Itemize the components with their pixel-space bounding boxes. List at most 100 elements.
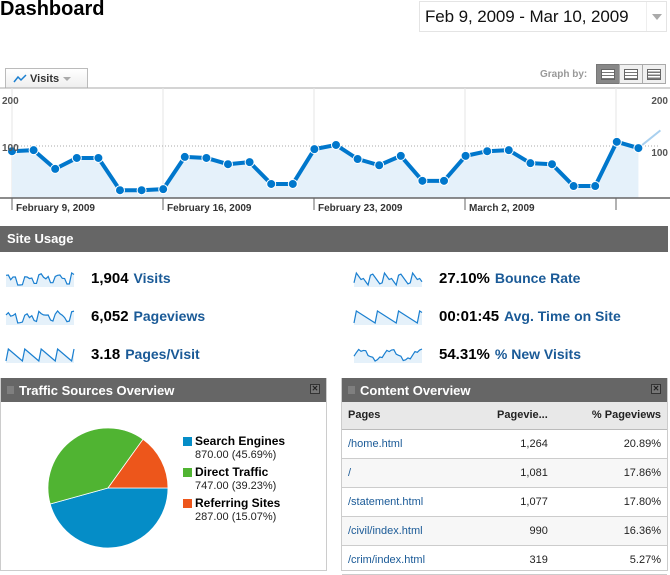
panel-title: Traffic Sources Overview [19, 382, 175, 398]
legend-swatch [183, 467, 192, 477]
date-range-label: Feb 9, 2009 - Mar 10, 2009 [425, 6, 629, 26]
svg-text:100: 100 [2, 143, 19, 154]
table-row: /civil/index.html 990 16.36% [342, 516, 667, 546]
pageviews-cell: 1,081 [466, 458, 554, 488]
drag-handle-icon[interactable] [7, 386, 14, 394]
legend-value: 747.00 (39.23%) [195, 480, 277, 492]
graph-by-buttons [596, 64, 666, 84]
graph-by-week-button[interactable] [619, 64, 643, 84]
pie-slice[interactable] [107, 438, 169, 489]
sparkline-pageviews [5, 310, 75, 325]
close-icon[interactable]: ✕ [310, 384, 320, 394]
legend-value: 287.00 (15.07%) [195, 511, 277, 523]
graph-by-day-button[interactable] [596, 64, 620, 84]
graph-by-label: Graph by: [540, 69, 588, 80]
pct-cell: 16.36% [553, 516, 667, 546]
sparkline-pages-per-visit [5, 347, 75, 363]
legend-label: Direct Traffic [195, 465, 269, 479]
pageviews-cell: 1,077 [466, 487, 554, 517]
page-link[interactable]: / [348, 466, 352, 479]
svg-text:200: 200 [2, 96, 19, 107]
stat-link-pages-per-visit[interactable]: Pages/Visit [125, 346, 200, 362]
stat-value: 27.10% [439, 269, 490, 287]
week-icon [624, 68, 638, 80]
pct-cell: 5.27% [553, 545, 667, 575]
svg-text:200: 200 [651, 96, 668, 107]
svg-text:March 2, 2009: March 2, 2009 [469, 203, 535, 214]
content-overview-panel: Content Overview ✕ Pages Pagevie... % Pa… [341, 378, 668, 575]
close-icon[interactable]: ✕ [651, 384, 661, 394]
stat-value: 1,904 [91, 269, 129, 287]
legend-label: Referring Sites [195, 496, 281, 510]
legend-value: 870.00 (45.69%) [195, 449, 277, 461]
content-overview-header[interactable]: Content Overview ✕ [342, 378, 667, 402]
stat-link-bounce-rate[interactable]: Bounce Rate [494, 270, 581, 286]
sparkline-visits [5, 272, 75, 287]
drag-handle-icon[interactable] [348, 386, 355, 394]
stat-link-new-visits[interactable]: % New Visits [494, 346, 581, 362]
page-link[interactable]: /home.html [348, 437, 403, 450]
sparkline-bounce-rate [353, 271, 423, 287]
pct-cell: 20.89% [553, 429, 667, 459]
pie-slice[interactable] [47, 427, 144, 505]
graph-by-month-button[interactable] [642, 64, 666, 84]
stat-value: 3.18 [91, 345, 121, 363]
metric-tab-label: Visits [30, 72, 60, 85]
stat-link-pageviews[interactable]: Pageviews [133, 308, 206, 324]
pct-cell: 17.80% [553, 487, 667, 517]
stat-bounce-rate[interactable]: 27.10% Bounce Rate [353, 268, 580, 288]
legend-swatch [183, 436, 192, 446]
pageviews-cell: 990 [466, 516, 554, 546]
svg-text:February 23, 2009: February 23, 2009 [318, 203, 403, 214]
pct-cell: 17.86% [553, 458, 667, 488]
stat-link-avg-time[interactable]: Avg. Time on Site [504, 308, 621, 324]
traffic-sources-header[interactable]: Traffic Sources Overview ✕ [1, 378, 326, 402]
line-chart-icon [13, 74, 27, 83]
svg-text:100: 100 [651, 148, 668, 159]
legend-search-engines[interactable]: Search Engines 870.00 (45.69%) [183, 434, 285, 461]
site-usage-header: Site Usage [0, 226, 668, 252]
page-link[interactable]: /civil/index.html [348, 524, 423, 537]
page-link[interactable]: /crim/index.html [348, 553, 426, 566]
legend-swatch [183, 498, 192, 508]
legend-referring-sites[interactable]: Referring Sites 287.00 (15.07%) [183, 496, 285, 523]
stat-value: 00:01:45 [439, 307, 500, 325]
pageviews-cell: 319 [466, 545, 554, 575]
page-title: Dashboard [0, 0, 105, 20]
sparkline-avg-time [353, 310, 423, 325]
metric-selector-tab[interactable]: Visits [5, 68, 88, 88]
legend-direct-traffic[interactable]: Direct Traffic 747.00 (39.23%) [183, 465, 285, 492]
month-icon [647, 68, 661, 80]
traffic-pie-chart[interactable] [1, 402, 171, 567]
stat-link-visits[interactable]: Visits [133, 270, 171, 286]
page-link[interactable]: /statement.html [348, 495, 424, 508]
svg-text:February 9, 2009: February 9, 2009 [16, 203, 95, 214]
table-row: /crim/index.html 319 5.27% [342, 545, 667, 575]
column-header-pages[interactable]: Pages [342, 402, 467, 430]
chevron-down-icon[interactable] [646, 2, 666, 31]
sparkline-new-visits [353, 348, 423, 363]
date-range-picker[interactable]: Feb 9, 2009 - Mar 10, 2009 [419, 1, 667, 32]
day-icon [601, 68, 615, 80]
pie-slice[interactable] [49, 487, 169, 549]
svg-text:February 16, 2009: February 16, 2009 [167, 203, 252, 214]
table-row: /statement.html 1,077 17.80% [342, 487, 667, 517]
pageviews-cell: 1,264 [466, 429, 554, 459]
stat-value: 54.31% [439, 345, 490, 363]
table-row: / 1,081 17.86% [342, 458, 667, 488]
visits-chart[interactable]: 200 100 200 100 February 9, 2009 February 16,… [0, 87, 670, 215]
stat-new-visits[interactable]: 54.31% % New Visits [353, 344, 581, 364]
traffic-legend: Search Engines 870.00 (45.69%) Direct Tr… [183, 434, 285, 527]
content-table: Pages Pagevie... % Pageviews /home.html 1… [342, 402, 667, 575]
stat-avg-time[interactable]: 00:01:45 Avg. Time on Site [353, 306, 621, 326]
panel-title: Content Overview [360, 382, 471, 398]
stat-value: 6,052 [91, 307, 129, 325]
stat-visits[interactable]: 1,904 Visits [5, 268, 171, 288]
caret-down-icon [63, 76, 72, 81]
legend-label: Search Engines [195, 434, 286, 448]
column-header-pct-pageviews[interactable]: % Pageviews [553, 402, 667, 430]
table-row: /home.html 1,264 20.89% [342, 429, 667, 459]
column-header-pageviews[interactable]: Pagevie... [466, 402, 554, 430]
stat-pages-per-visit[interactable]: 3.18 Pages/Visit [5, 344, 200, 364]
stat-pageviews[interactable]: 6,052 Pageviews [5, 306, 205, 326]
